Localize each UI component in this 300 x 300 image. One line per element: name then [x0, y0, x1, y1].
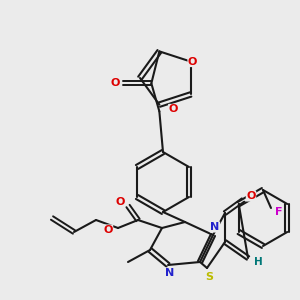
Text: O: O: [246, 191, 256, 201]
Text: O: O: [115, 197, 125, 207]
Text: H: H: [254, 257, 262, 267]
Text: N: N: [210, 222, 220, 232]
Text: F: F: [275, 207, 283, 217]
Text: O: O: [103, 225, 113, 235]
Text: N: N: [165, 268, 175, 278]
Text: O: O: [111, 78, 120, 88]
Text: O: O: [188, 56, 197, 67]
Text: O: O: [169, 104, 178, 114]
Text: S: S: [205, 272, 213, 282]
